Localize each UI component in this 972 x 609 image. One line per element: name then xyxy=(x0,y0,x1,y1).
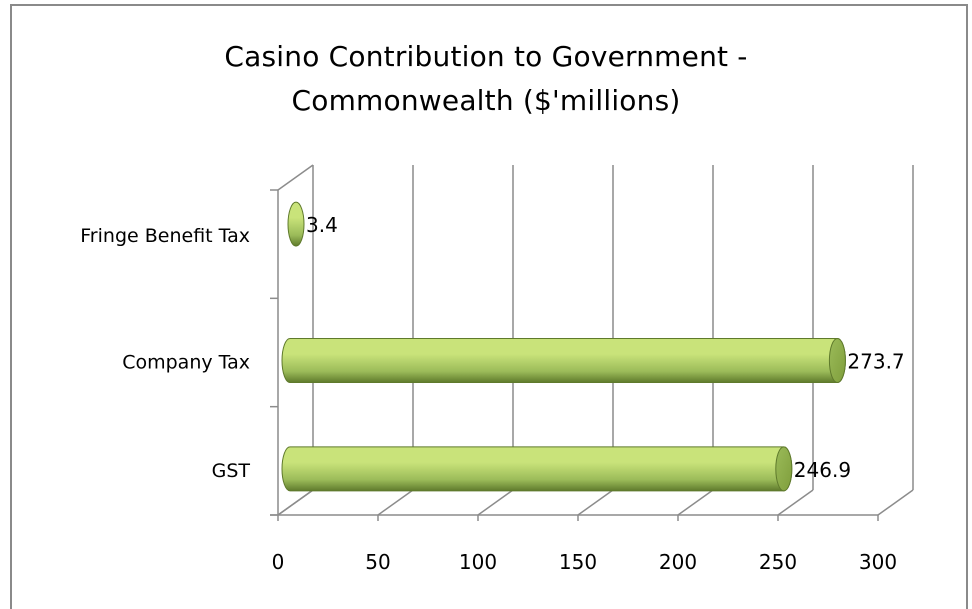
floor-gridline xyxy=(577,489,614,516)
label-layer: 0 50 100 150 200 250 300 3.4 Fringe Benefit Tax 2… xyxy=(80,213,904,574)
floor-gridline xyxy=(377,489,414,516)
grid-layer xyxy=(270,164,914,521)
category-label: GST xyxy=(212,460,251,482)
chart-frame xyxy=(10,4,968,609)
bar xyxy=(287,201,305,247)
floor-gridline xyxy=(477,489,514,516)
x-tick-label: 50 xyxy=(365,550,390,574)
bar-body xyxy=(281,446,793,492)
bar-layer xyxy=(281,201,846,492)
x-tick-label: 300 xyxy=(859,550,897,574)
floor-gridline xyxy=(777,489,814,516)
data-label: 273.7 xyxy=(847,350,904,374)
bar-end-cap xyxy=(828,338,846,383)
chart-title-line-2: Commonwealth ($'millions) xyxy=(291,84,681,117)
x-tick-label: 200 xyxy=(659,550,697,574)
x-tick-label: 150 xyxy=(559,550,597,574)
data-label: 246.9 xyxy=(794,458,851,482)
floor-left-edge xyxy=(277,489,314,516)
bar-body xyxy=(281,338,846,383)
bar xyxy=(281,446,793,492)
wall-top-edge xyxy=(277,164,314,191)
data-label: 3.4 xyxy=(306,213,338,237)
category-label: Fringe Benefit Tax xyxy=(80,225,250,247)
chart-title-line-1: Casino Contribution to Government - xyxy=(224,40,748,73)
bar xyxy=(281,338,846,383)
category-label: Company Tax xyxy=(122,352,250,374)
x-tick-label: 0 xyxy=(272,550,285,574)
bar-end-cap xyxy=(775,446,793,492)
x-tick-label: 100 xyxy=(459,550,497,574)
x-tick-label: 250 xyxy=(759,550,797,574)
bar-end-cap xyxy=(287,201,305,247)
floor-gridline xyxy=(677,489,714,516)
floor-gridline xyxy=(877,489,914,516)
